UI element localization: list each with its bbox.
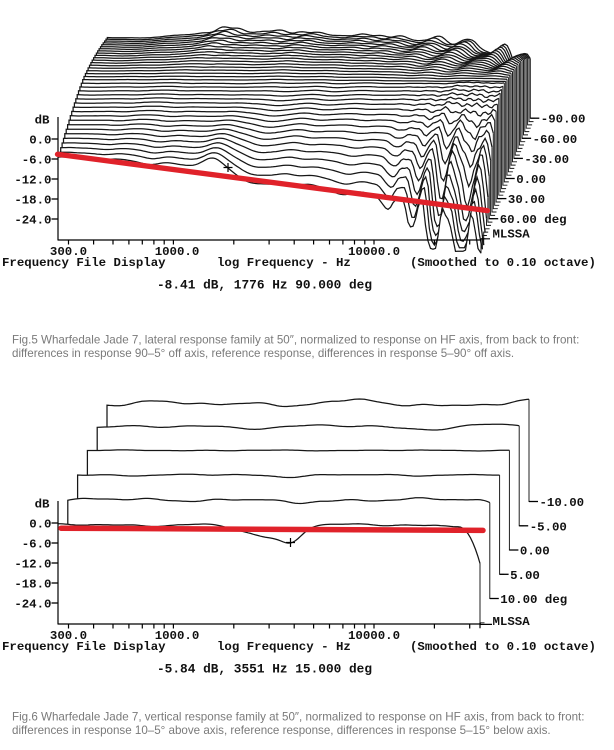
svg-text:(Smoothed to 0.10 octave): (Smoothed to 0.10 octave) bbox=[410, 640, 596, 654]
svg-text:MLSSA: MLSSA bbox=[493, 615, 531, 629]
svg-text:1000.0: 1000.0 bbox=[155, 629, 200, 643]
svg-text:(Smoothed to 0.10 octave): (Smoothed to 0.10 octave) bbox=[410, 256, 596, 270]
svg-text:10.00 deg: 10.00 deg bbox=[500, 593, 567, 607]
svg-text:log Frequency - Hz: log Frequency - Hz bbox=[217, 256, 351, 270]
svg-text:-90.00: -90.00 bbox=[541, 113, 586, 127]
svg-text:-18.0: -18.0 bbox=[14, 194, 51, 208]
svg-text:differences in response 10–5°: differences in response 10–5° above axis… bbox=[12, 724, 551, 737]
svg-text:-5.84 dB, 3551 Hz 15.000 deg: -5.84 dB, 3551 Hz 15.000 deg bbox=[157, 662, 372, 677]
svg-text:0.0: 0.0 bbox=[29, 518, 51, 532]
svg-text:0.00: 0.00 bbox=[516, 173, 546, 187]
svg-text:-8.41 dB, 1776 Hz 90.000 deg: -8.41 dB, 1776 Hz 90.000 deg bbox=[157, 278, 372, 293]
svg-text:-6.0: -6.0 bbox=[22, 538, 52, 552]
svg-text:10000.0: 10000.0 bbox=[348, 245, 400, 259]
svg-text:MLSSA: MLSSA bbox=[493, 228, 531, 242]
svg-text:log Frequency - Hz: log Frequency - Hz bbox=[217, 640, 351, 654]
svg-text:dB: dB bbox=[35, 114, 50, 128]
svg-text:300.0: 300.0 bbox=[50, 245, 87, 259]
svg-text:dB: dB bbox=[35, 498, 50, 512]
svg-text:30.00: 30.00 bbox=[508, 193, 545, 207]
svg-text:Fig.6 Wharfedale Jade 7, verti: Fig.6 Wharfedale Jade 7, vertical respon… bbox=[12, 711, 584, 724]
svg-text:-12.0: -12.0 bbox=[14, 174, 51, 188]
svg-text:-18.0: -18.0 bbox=[14, 578, 51, 592]
svg-text:-10.00: -10.00 bbox=[540, 496, 585, 510]
svg-text:differences in response 90–5°: differences in response 90–5° off axis, … bbox=[12, 347, 514, 360]
svg-text:Fig.5 Wharfedale Jade 7, later: Fig.5 Wharfedale Jade 7, lateral respons… bbox=[12, 334, 579, 347]
svg-text:Frequency File Display: Frequency File Display bbox=[2, 256, 166, 270]
svg-text:0.0: 0.0 bbox=[29, 134, 51, 148]
svg-text:-30.00: -30.00 bbox=[524, 153, 569, 167]
svg-text:-12.0: -12.0 bbox=[14, 558, 51, 572]
svg-text:Frequency File Display: Frequency File Display bbox=[2, 640, 166, 654]
svg-text:5.00: 5.00 bbox=[510, 569, 540, 583]
svg-text:300.0: 300.0 bbox=[50, 629, 87, 643]
svg-text:-24.0: -24.0 bbox=[14, 214, 51, 228]
svg-text:60.00 deg: 60.00 deg bbox=[500, 213, 567, 227]
svg-text:-60.00: -60.00 bbox=[533, 133, 578, 147]
svg-text:1000.0: 1000.0 bbox=[155, 245, 200, 259]
svg-text:-5.00: -5.00 bbox=[530, 520, 567, 534]
svg-text:10000.0: 10000.0 bbox=[348, 629, 400, 643]
svg-text:-6.0: -6.0 bbox=[22, 154, 52, 168]
svg-text:0.00: 0.00 bbox=[520, 545, 550, 559]
svg-text:-24.0: -24.0 bbox=[14, 598, 51, 612]
